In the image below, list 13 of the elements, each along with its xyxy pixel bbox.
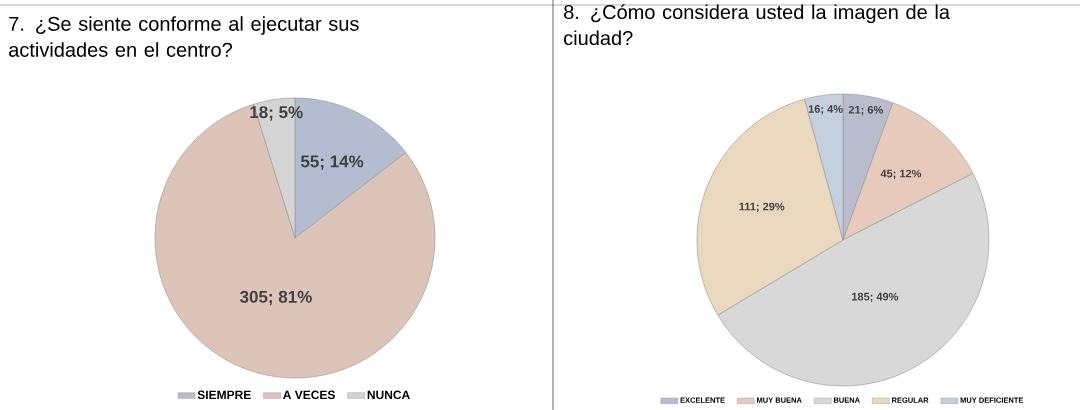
data-label: 185; 49% (852, 292, 899, 303)
legend-label: SIEMPRE (197, 390, 251, 400)
data-label: 18; 5% (250, 106, 303, 121)
chart-title: 8. ¿Cómo considera usted la imagen de la ciudad? (564, 4, 950, 46)
data-label: 21; 6% (848, 105, 883, 116)
data-label: 55; 14% (300, 155, 364, 170)
data-label: 305; 81% (239, 290, 312, 306)
legend-label: A VECES (283, 390, 335, 400)
chart-title: 7. ¿Se siente conforme al ejecutar sus actividades en el centro? (9, 16, 359, 57)
data-label: 111; 29% (739, 202, 785, 213)
data-label: 16; 4% (808, 105, 843, 115)
legend-label: NUNCA (367, 390, 410, 400)
data-label: 45; 12% (880, 169, 922, 180)
